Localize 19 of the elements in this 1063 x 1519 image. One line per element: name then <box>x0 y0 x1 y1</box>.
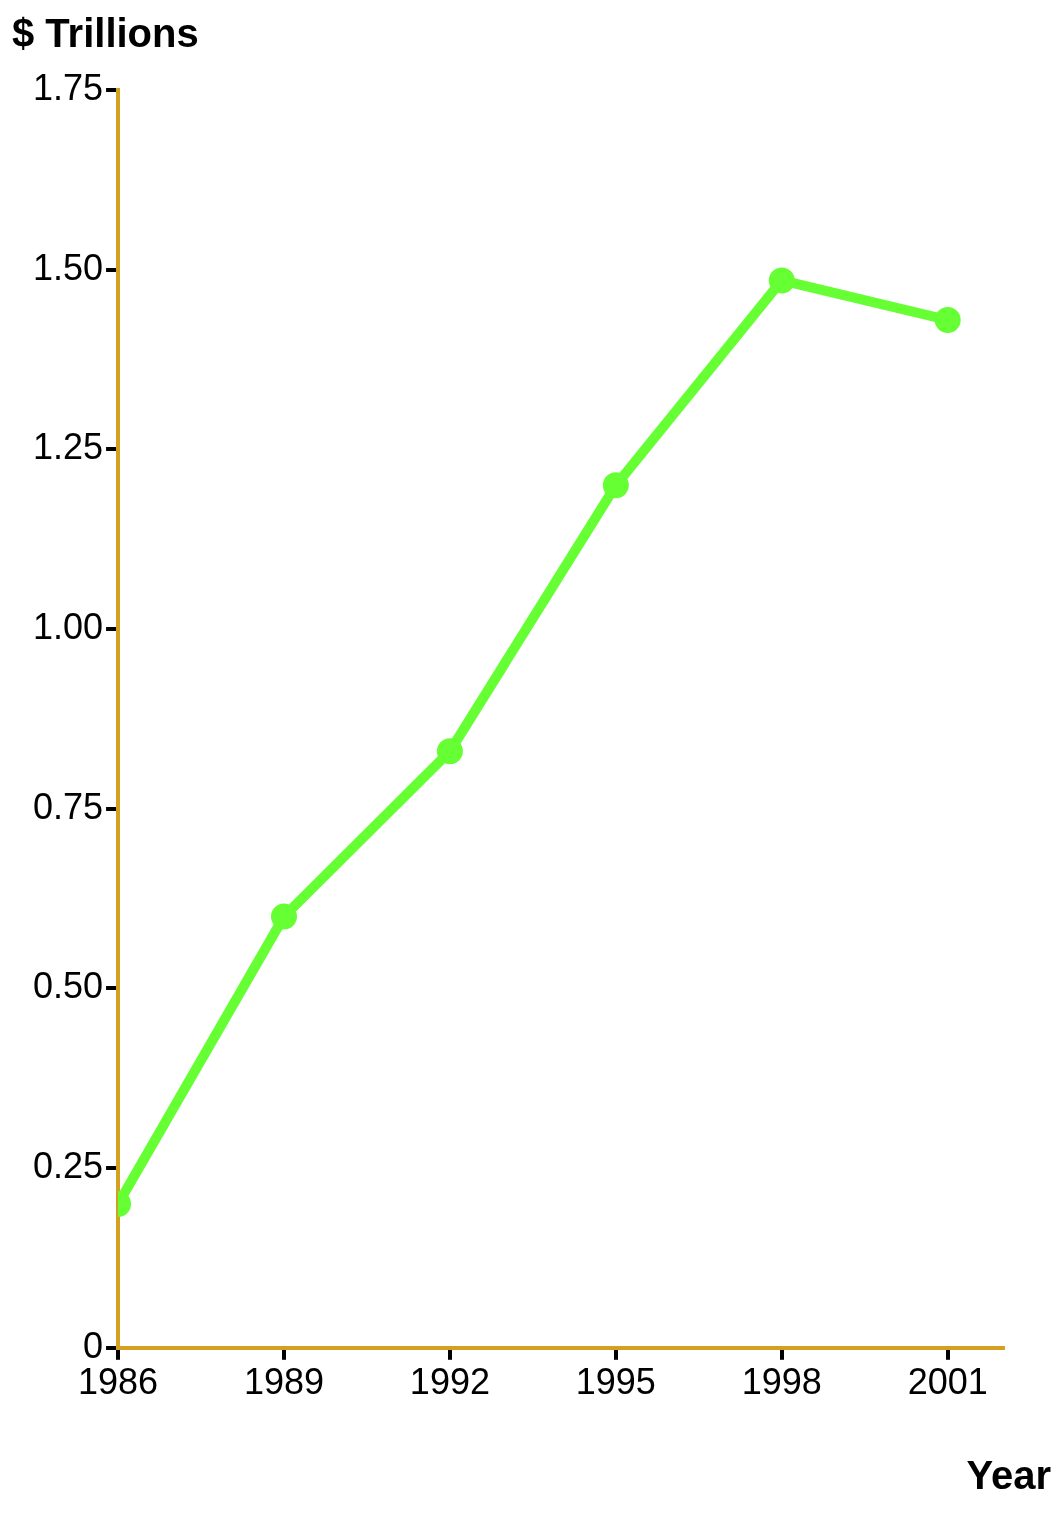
y-tick-label: 1.25 <box>32 426 104 468</box>
point <box>934 307 961 333</box>
point <box>436 738 463 765</box>
x-tick-label: 1995 <box>575 1361 656 1403</box>
x-tick-label: 2001 <box>907 1361 988 1403</box>
point <box>768 267 795 294</box>
point <box>270 903 297 930</box>
x-tick-label: 1989 <box>243 1361 325 1403</box>
y-tick-label: 0.25 <box>32 1145 104 1187</box>
x-tick-label: 1998 <box>741 1361 822 1403</box>
x-tick-label: 1992 <box>409 1361 490 1403</box>
y-tick-label: 1.50 <box>32 246 104 288</box>
y-tick-label: 1.00 <box>32 605 104 647</box>
x-axis-title: Year <box>966 1452 1051 1497</box>
y-axis-title: $ Trillions <box>12 11 199 56</box>
y-tick-label: 0.50 <box>32 965 104 1007</box>
point <box>602 472 629 499</box>
y-tick-label: 1.75 <box>32 66 104 108</box>
y-tick-label: 0.75 <box>32 785 104 827</box>
